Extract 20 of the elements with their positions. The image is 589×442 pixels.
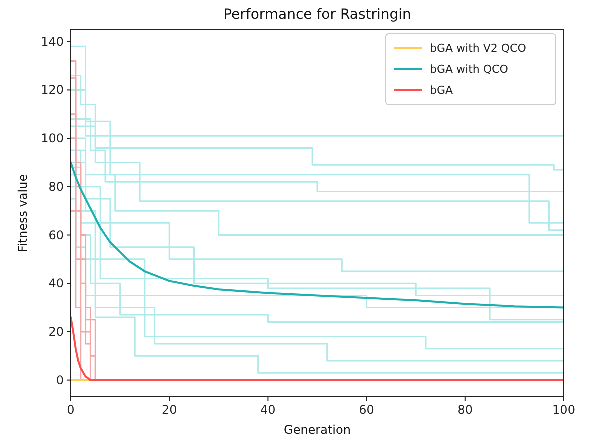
y-tick-label: 100: [41, 132, 64, 146]
y-tick-label: 0: [56, 373, 64, 388]
legend-label: bGA: [430, 84, 454, 97]
x-tick-label: 40: [260, 403, 276, 417]
chart-title: Performance for Rastringin: [224, 7, 412, 23]
x-tick-label: 100: [552, 403, 576, 417]
x-tick-label: 60: [359, 403, 374, 417]
y-tick-label: 60: [48, 228, 64, 242]
x-tick-label: 20: [162, 403, 178, 417]
y-tick-label: 40: [48, 276, 64, 291]
y-axis-title: Fitness value: [16, 174, 30, 253]
y-tick-label: 80: [48, 180, 64, 194]
x-tick-label: 80: [458, 403, 474, 417]
y-tick-label: 20: [48, 324, 64, 339]
y-tick-label: 140: [41, 34, 64, 49]
x-axis-title: Generation: [284, 423, 351, 437]
legend-label: bGA with V2 QCO: [430, 42, 527, 55]
y-tick-label: 120: [41, 83, 64, 98]
legend-label: bGA with QCO: [430, 63, 509, 76]
x-tick-label: 0: [67, 403, 75, 417]
